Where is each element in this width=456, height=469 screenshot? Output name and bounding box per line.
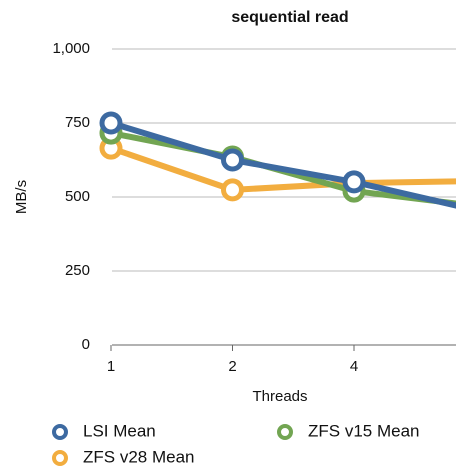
point-marker <box>221 148 244 172</box>
chart-title: sequential read <box>231 9 348 26</box>
legend-label: ZFS v15 Mean <box>308 421 420 440</box>
legend-marker <box>277 424 293 440</box>
x-axis-label: Threads <box>252 388 307 405</box>
y-tick-label: 0 <box>82 336 90 353</box>
legend-label: ZFS v28 Mean <box>83 447 195 466</box>
legend-marker <box>52 450 68 466</box>
x-tick-label: 4 <box>350 358 358 375</box>
y-tick-label: 500 <box>65 188 90 205</box>
point-marker <box>221 178 244 202</box>
y-axis-label: MB/s <box>13 180 30 214</box>
legend-label: LSI Mean <box>83 421 156 440</box>
x-tick-label: 2 <box>228 358 236 375</box>
legend-marker <box>52 424 68 440</box>
series-line <box>110 120 456 209</box>
y-tick-label: 1,000 <box>52 40 90 57</box>
y-tick-label: 250 <box>65 262 90 279</box>
point-marker <box>99 111 123 135</box>
point-marker <box>342 170 366 194</box>
x-tick-label: 1 <box>107 358 115 375</box>
series-line <box>110 145 456 193</box>
y-tick-label: 750 <box>65 114 90 131</box>
